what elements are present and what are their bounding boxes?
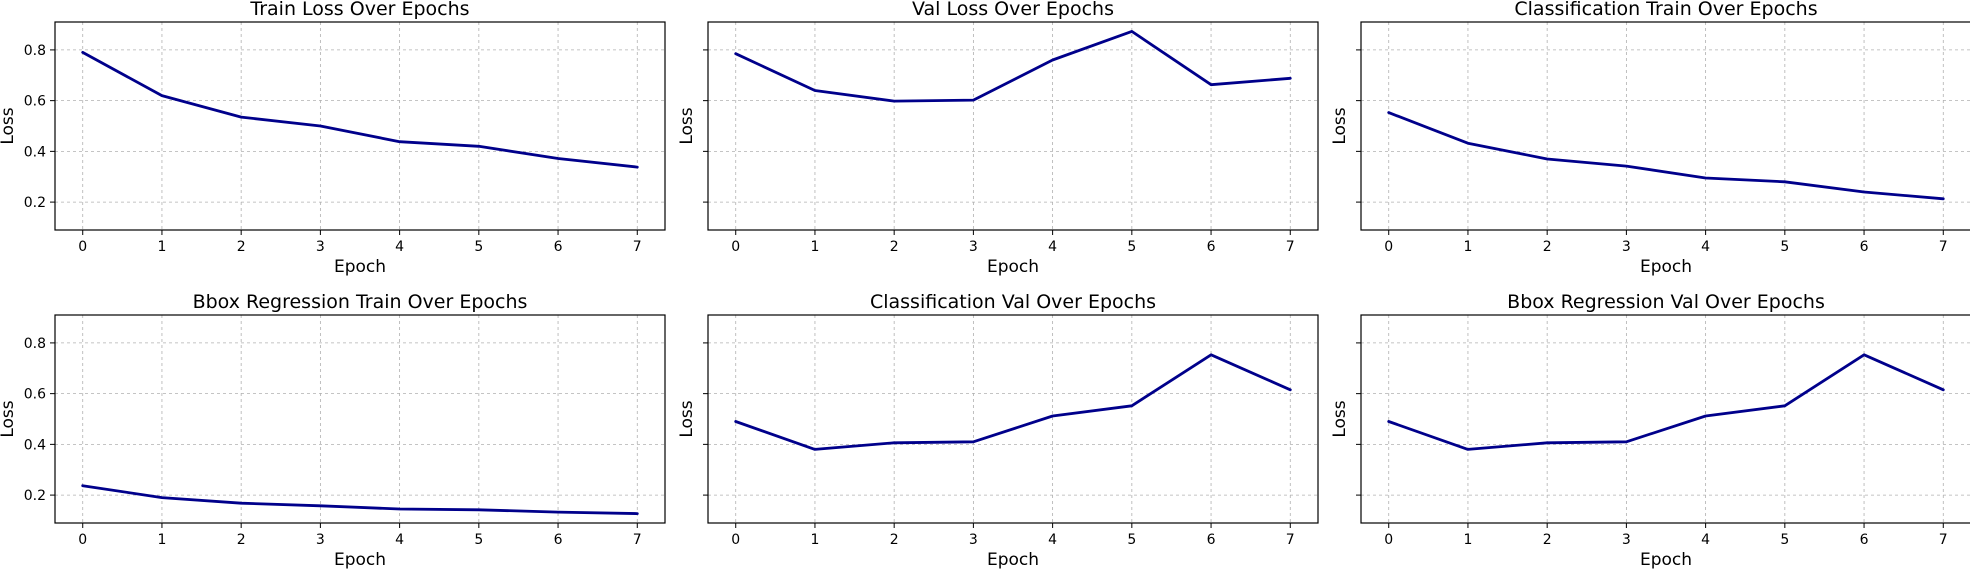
x-tick-label: 7 <box>633 239 642 255</box>
x-axis-label: Epoch <box>1640 550 1692 570</box>
x-tick-label: 0 <box>78 532 87 548</box>
x-tick-label: 5 <box>474 532 483 548</box>
y-tick-label: 0.2 <box>24 195 46 211</box>
subplot-title: Bbox Regression Train Over Epochs <box>193 291 528 313</box>
x-tick-label: 7 <box>1939 532 1948 548</box>
x-tick-label: 0 <box>731 239 740 255</box>
subplot-title: Train Loss Over Epochs <box>249 0 469 20</box>
x-tick-label: 5 <box>1780 239 1789 255</box>
x-tick-label: 1 <box>1463 532 1472 548</box>
x-tick-label: 6 <box>1860 532 1869 548</box>
x-tick-label: 5 <box>1780 532 1789 548</box>
y-axis-label: Loss <box>1330 107 1350 144</box>
y-axis-label: Loss <box>0 400 18 437</box>
subplot-title: Bbox Regression Val Over Epochs <box>1507 291 1825 313</box>
x-tick-label: 4 <box>1048 532 1057 548</box>
y-tick-label: 0.6 <box>24 94 46 110</box>
x-tick-label: 7 <box>1286 239 1295 255</box>
x-tick-label: 6 <box>1207 532 1216 548</box>
x-tick-label: 6 <box>1860 239 1869 255</box>
y-axis-label: Loss <box>1330 400 1350 437</box>
x-tick-label: 3 <box>969 239 978 255</box>
subplot-title: Val Loss Over Epochs <box>912 0 1114 20</box>
x-axis-label: Epoch <box>987 550 1039 570</box>
x-tick-label: 1 <box>157 532 166 548</box>
series-line <box>734 353 1292 451</box>
y-axis-label: Loss <box>0 107 18 144</box>
subplot-title: Classification Train Over Epochs <box>1514 0 1817 20</box>
x-axis-label: Epoch <box>1640 257 1692 277</box>
x-tick-label: 0 <box>1384 532 1393 548</box>
x-tick-label: 7 <box>1939 239 1948 255</box>
x-tick-label: 4 <box>395 532 404 548</box>
x-tick-label: 4 <box>1048 239 1057 255</box>
x-tick-label: 7 <box>1286 532 1295 548</box>
x-tick-label: 2 <box>237 239 246 255</box>
subplot-6: 0 1 2 3 4 5 6 7 Bbox Regression Val Over Epochs E… <box>1330 291 1970 570</box>
x-tick-label: 4 <box>395 239 404 255</box>
x-tick-label: 6 <box>554 532 563 548</box>
x-axis-label: Epoch <box>987 257 1039 277</box>
series-line <box>81 51 639 169</box>
subplot-1: 0 1 2 3 4 5 6 7 0.2 0.4 0.6 0.8 Train Loss Over Epoc… <box>0 0 666 277</box>
axes-frame <box>54 314 666 524</box>
x-tick-label: 1 <box>810 532 819 548</box>
x-tick-label: 6 <box>1207 239 1216 255</box>
x-axis-label: Epoch <box>334 550 386 570</box>
y-tick-label: 0.8 <box>24 336 46 352</box>
x-tick-label: 4 <box>1701 532 1710 548</box>
x-tick-label: 3 <box>1622 532 1631 548</box>
x-tick-label: 2 <box>1543 532 1552 548</box>
axes-frame <box>1360 21 1970 231</box>
y-axis-label: Loss <box>677 400 697 437</box>
subplot-4: 0 1 2 3 4 5 6 7 0.2 0.4 0.6 0.8 Bbox Regression Trai… <box>0 291 666 570</box>
series-line <box>734 29 1292 103</box>
axes-frame <box>707 314 1319 524</box>
y-axis-label: Loss <box>677 107 697 144</box>
x-tick-label: 1 <box>157 239 166 255</box>
x-axis-label: Epoch <box>334 257 386 277</box>
subplot-5: 0 1 2 3 4 5 6 7 Classification Val Over Epochs Ep… <box>677 291 1319 570</box>
x-tick-label: 0 <box>731 532 740 548</box>
axes-frame <box>1360 314 1970 524</box>
x-tick-label: 2 <box>890 239 899 255</box>
y-tick-label: 0.2 <box>24 488 46 504</box>
x-tick-label: 2 <box>237 532 246 548</box>
x-tick-label: 3 <box>316 532 325 548</box>
x-tick-label: 3 <box>1622 239 1631 255</box>
subplot-title: Classification Val Over Epochs <box>870 291 1156 313</box>
series-line <box>1387 111 1945 201</box>
x-tick-label: 5 <box>1127 239 1136 255</box>
x-tick-label: 6 <box>554 239 563 255</box>
y-tick-label: 0.6 <box>24 387 46 403</box>
x-tick-label: 5 <box>1127 532 1136 548</box>
x-tick-label: 7 <box>633 532 642 548</box>
y-tick-label: 0.4 <box>24 437 46 453</box>
subplot-3: 0 1 2 3 4 5 6 7 Classification Train Over Epochs… <box>1330 0 1970 277</box>
x-tick-label: 2 <box>890 532 899 548</box>
x-tick-label: 0 <box>78 239 87 255</box>
x-tick-label: 3 <box>969 532 978 548</box>
x-tick-label: 1 <box>1463 239 1472 255</box>
x-tick-label: 3 <box>316 239 325 255</box>
y-tick-label: 0.8 <box>24 43 46 59</box>
x-tick-label: 2 <box>1543 239 1552 255</box>
series-line <box>81 484 639 515</box>
series-line <box>1387 353 1945 451</box>
x-tick-label: 1 <box>810 239 819 255</box>
x-tick-label: 0 <box>1384 239 1393 255</box>
x-tick-label: 5 <box>474 239 483 255</box>
y-tick-label: 0.4 <box>24 144 46 160</box>
x-tick-label: 4 <box>1701 239 1710 255</box>
axes-frame <box>707 21 1319 231</box>
subplot-2: 0 1 2 3 4 5 6 7 Val Loss Over Epochs Epoch Loss <box>677 0 1319 277</box>
axes-frame <box>54 21 666 231</box>
